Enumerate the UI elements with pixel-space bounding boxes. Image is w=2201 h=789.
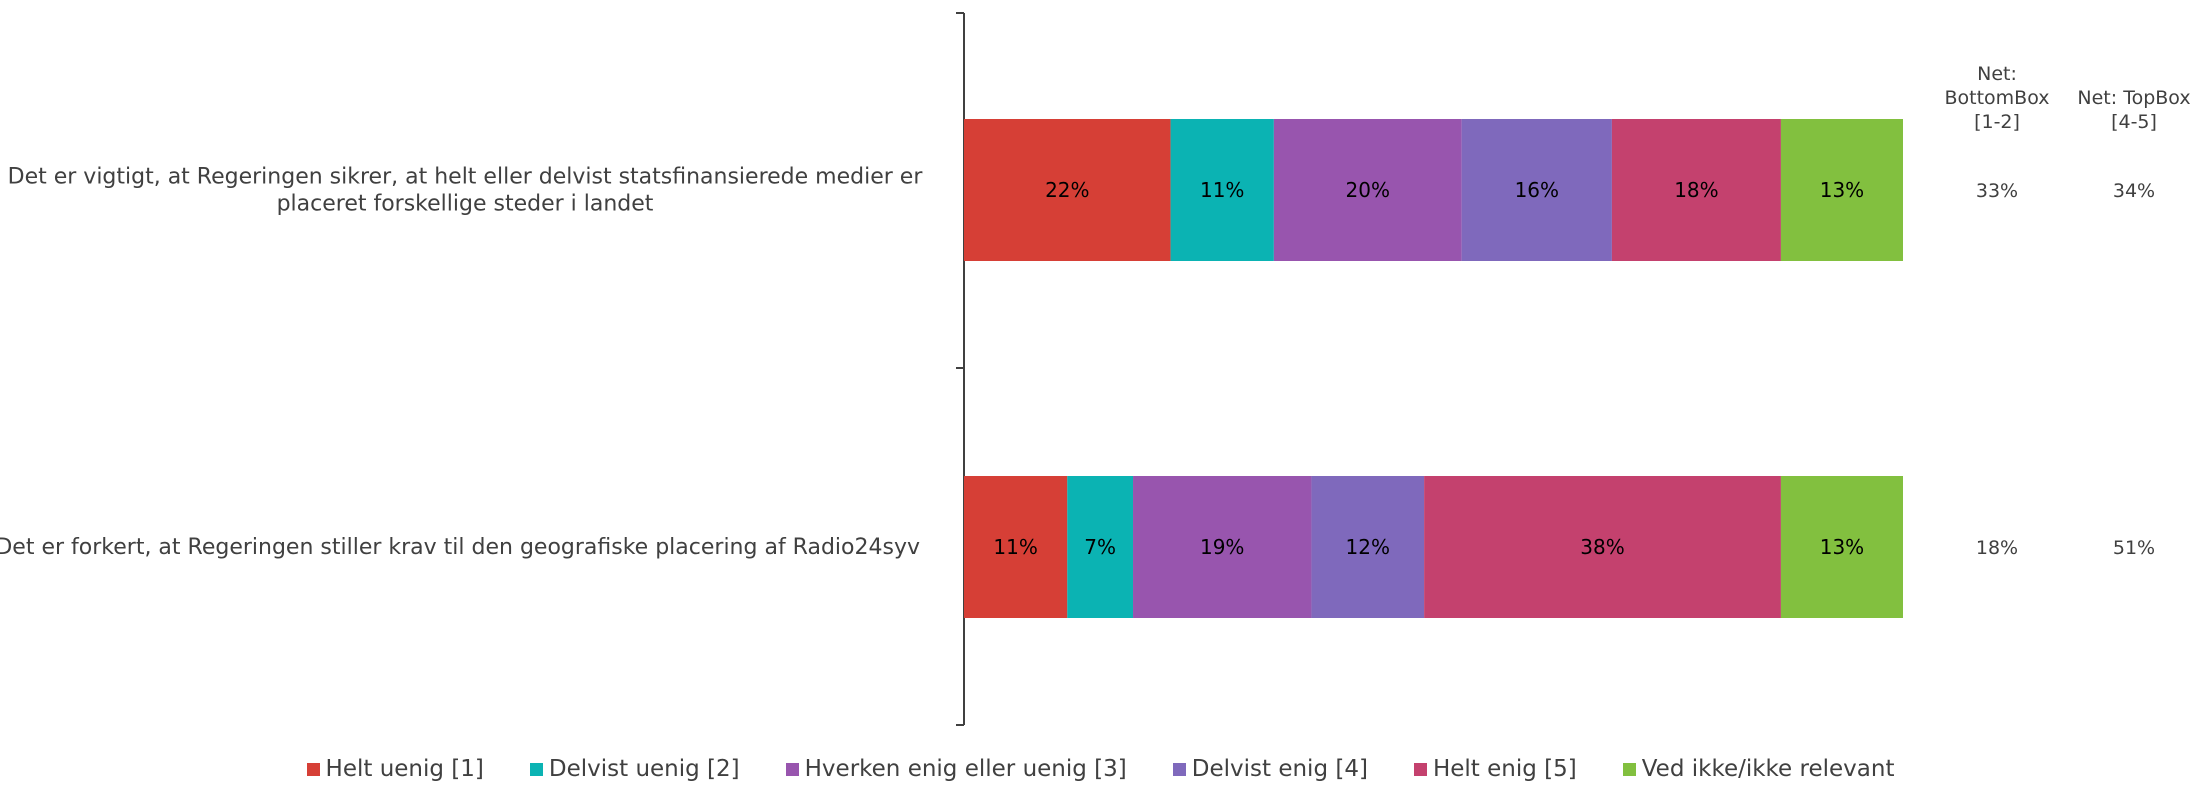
data-label-r0-s0: 22% bbox=[1045, 178, 1089, 202]
legend-swatch-2 bbox=[785, 762, 799, 776]
legend-item-2: Hverken enig eller uenig [3] bbox=[785, 756, 1127, 782]
chart: 22% 11% 20% 16% 18% 13% Det er vigtigt, at Reg… bbox=[0, 12, 2191, 726]
legend-item-4: Helt enig [5] bbox=[1413, 756, 1577, 782]
data-label-r1-s2: 19% bbox=[1200, 535, 1244, 559]
bar-segment-r1-s4 bbox=[1424, 476, 1781, 618]
bar-segment-r0-s2 bbox=[1273, 119, 1462, 261]
data-label-r1-s5: 13% bbox=[1820, 535, 1864, 559]
data-label-r0-s5: 13% bbox=[1820, 178, 1864, 202]
data-label-r0-s3: 16% bbox=[1515, 178, 1559, 202]
legend-label-3: Delvist enig [4] bbox=[1191, 756, 1368, 782]
data-label-r1-s4: 38% bbox=[1580, 535, 1624, 559]
bar-segment-r1-s0 bbox=[964, 476, 1068, 618]
legend-label-5: Ved ikke/ikke relevant bbox=[1641, 756, 1895, 782]
legend-swatch-1 bbox=[529, 762, 543, 776]
legend-label-4: Helt enig [5] bbox=[1432, 756, 1577, 782]
bar-segment-r0-s3 bbox=[1461, 119, 1612, 261]
legend-label-2: Hverken enig eller uenig [3] bbox=[804, 756, 1127, 782]
legend-label-0: Helt uenig [1] bbox=[325, 756, 484, 782]
net-value-r1-c0: 18% bbox=[1976, 537, 2018, 559]
bar-segment-r0-s5 bbox=[1780, 119, 1903, 261]
legend-label-1: Delvist uenig [2] bbox=[548, 756, 740, 782]
bar-segment-r1-s5 bbox=[1780, 476, 1903, 618]
data-label-r1-s3: 12% bbox=[1346, 535, 1390, 559]
legend-swatch-0 bbox=[306, 762, 320, 776]
net-value-r0-c0: 33% bbox=[1976, 180, 2018, 202]
data-label-r1-s0: 11% bbox=[993, 535, 1037, 559]
bar-segment-r1-s2 bbox=[1133, 476, 1312, 618]
legend-item-0: Helt uenig [1] bbox=[306, 756, 484, 782]
data-label-r0-s1: 11% bbox=[1200, 178, 1244, 202]
legend-swatch-3 bbox=[1172, 762, 1186, 776]
legend-swatch-5 bbox=[1622, 762, 1636, 776]
category-label-0: Det er vigtigt, at Regeringen sikrer, at… bbox=[8, 165, 924, 217]
bar-segment-r0-s0 bbox=[964, 119, 1171, 261]
net-header-1: Net: TopBox [4-5] bbox=[2077, 87, 2190, 133]
net-value-r1-c1: 51% bbox=[2113, 537, 2155, 559]
bar-segment-r0-s4 bbox=[1611, 119, 1781, 261]
legend-item-5: Ved ikke/ikke relevant bbox=[1622, 756, 1895, 782]
bar-segment-r1-s3 bbox=[1311, 476, 1425, 618]
data-label-r0-s4: 18% bbox=[1674, 178, 1718, 202]
net-value-r0-c1: 34% bbox=[2113, 180, 2155, 202]
bar-segment-r0-s1 bbox=[1170, 119, 1274, 261]
data-label-r0-s2: 20% bbox=[1346, 178, 1390, 202]
legend-item-1: Delvist uenig [2] bbox=[529, 756, 740, 782]
legend-item-3: Delvist enig [4] bbox=[1172, 756, 1368, 782]
category-label-1: Det er forkert, at Regeringen stiller kr… bbox=[0, 535, 920, 560]
net-header-0: Net: BottomBox [1-2] bbox=[1944, 63, 2049, 133]
legend: Helt uenig [1] Delvist uenig [2] Hverken e… bbox=[0, 756, 2201, 782]
bar-segment-r1-s1 bbox=[1067, 476, 1134, 618]
data-label-r1-s1: 7% bbox=[1084, 535, 1116, 559]
legend-swatch-4 bbox=[1413, 762, 1427, 776]
